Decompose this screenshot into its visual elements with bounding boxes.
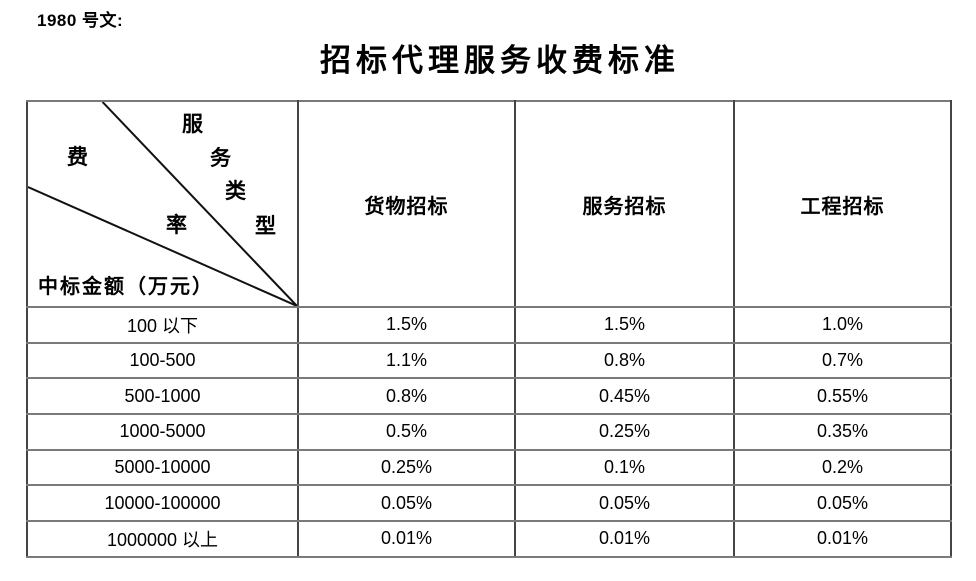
table-header-row: 服 务 类 型 费 率 中标金额（万元） 货物招标 服务招标 工程招标 <box>26 100 952 308</box>
corner-row-axis-label: 中标金额（万元） <box>38 276 214 298</box>
fee-cell-goods: 0.01% <box>297 520 516 558</box>
column-header-service: 服务招标 <box>514 100 735 308</box>
amount-range-cell: 5000-10000 <box>26 448 299 487</box>
diagonal-header-cell: 服 务 类 型 费 率 中标金额（万元） <box>26 100 299 308</box>
table-row: 500-1000 0.8% 0.45% 0.55% <box>26 377 952 416</box>
fee-cell-service: 1.5% <box>514 306 735 344</box>
fee-standard-table: 服 务 类 型 费 率 中标金额（万元） 货物招标 服务招标 工程招标 100 … <box>26 100 952 558</box>
fee-cell-works: 0.7% <box>733 341 952 380</box>
amount-range-cell: 10000-100000 <box>26 484 299 523</box>
fee-cell-works: 1.0% <box>733 306 952 344</box>
fee-cell-service: 0.05% <box>514 484 735 523</box>
fee-cell-service: 0.45% <box>514 377 735 416</box>
fee-cell-works: 0.01% <box>733 520 952 558</box>
fee-cell-goods: 0.25% <box>297 448 516 487</box>
table-row: 5000-10000 0.25% 0.1% 0.2% <box>26 448 952 487</box>
doc-number: 1980 号文: <box>37 11 124 30</box>
amount-range-cell: 500-1000 <box>26 377 299 416</box>
fee-cell-works: 0.2% <box>733 448 952 487</box>
diagonal-lines <box>29 103 296 305</box>
fee-cell-service: 0.25% <box>514 413 735 451</box>
fee-cell-works: 0.55% <box>733 377 952 416</box>
corner-top-axis-char: 服 <box>182 112 203 136</box>
diagonal-line-lower <box>29 186 296 305</box>
fee-cell-service: 0.8% <box>514 341 735 380</box>
fee-cell-works: 0.05% <box>733 484 952 523</box>
table-row: 100-500 1.1% 0.8% 0.7% <box>26 341 952 380</box>
table-row: 1000-5000 0.5% 0.25% 0.35% <box>26 413 952 451</box>
table-row: 10000-100000 0.05% 0.05% 0.05% <box>26 484 952 523</box>
amount-range-cell: 1000000 以上 <box>26 520 299 558</box>
fee-cell-goods: 0.05% <box>297 484 516 523</box>
corner-top-axis-char: 型 <box>255 214 276 238</box>
fee-cell-goods: 1.1% <box>297 341 516 380</box>
fee-cell-service: 0.1% <box>514 448 735 487</box>
corner-top-axis-char: 类 <box>225 179 246 203</box>
page-title: 招标代理服务收费标准 <box>320 43 680 78</box>
diagonal-line-upper <box>102 103 296 305</box>
table-row: 1000000 以上 0.01% 0.01% 0.01% <box>26 520 952 558</box>
amount-range-cell: 100-500 <box>26 341 299 380</box>
fee-cell-goods: 0.8% <box>297 377 516 416</box>
table-row: 100 以下 1.5% 1.5% 1.0% <box>26 306 952 344</box>
corner-left-axis-char: 费 <box>67 145 88 169</box>
fee-cell-goods: 0.5% <box>297 413 516 451</box>
corner-left-axis-char: 率 <box>166 213 187 237</box>
fee-cell-works: 0.35% <box>733 413 952 451</box>
column-header-goods: 货物招标 <box>297 100 516 308</box>
amount-range-cell: 1000-5000 <box>26 413 299 451</box>
fee-cell-service: 0.01% <box>514 520 735 558</box>
corner-top-axis-char: 务 <box>210 146 231 170</box>
amount-range-cell: 100 以下 <box>26 306 299 344</box>
fee-cell-goods: 1.5% <box>297 306 516 344</box>
column-header-works: 工程招标 <box>733 100 952 308</box>
